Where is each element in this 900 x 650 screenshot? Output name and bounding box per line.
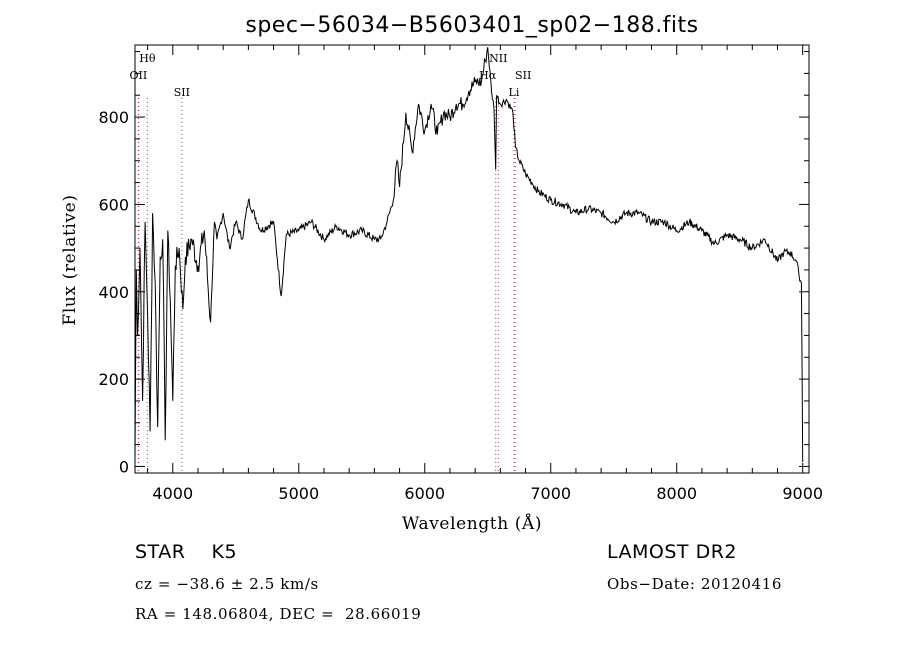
x-tick-label: 9000 [782,484,823,503]
y-tick-label: 600 [98,195,129,214]
line-marker-label: OII [130,69,148,82]
y-tick-label: 800 [98,108,129,127]
y-tick-label: 200 [98,370,129,389]
y-tick-label: 400 [98,283,129,302]
line-marker-label: SII [515,69,531,82]
x-tick-label: 8000 [656,484,697,503]
axis-ticks: 4000 5000 6000 7000 8000 9000 0 200 400 600 800 [98,45,823,503]
redshift-label: cz = −38.6 ± 2.5 km/s [135,575,319,593]
y-axis-label: Flux (relative) [60,194,80,325]
spectrum-series [134,47,804,463]
line-marker-label: Hθ [139,52,156,65]
line-marker-label: SII [174,86,190,99]
y-tick-label: 0 [119,457,129,476]
chart-title: spec−56034−B5603401_sp02−188.fits [245,13,698,38]
x-tick-label: 6000 [404,484,445,503]
plot-frame [134,44,810,474]
line-marker-label: NII [489,52,507,65]
x-tick-label: 4000 [152,484,193,503]
x-tick-label: 5000 [278,484,319,503]
coordinates-label: RA = 148.06804, DEC = 28.66019 [135,605,422,623]
survey-label: LAMOST DR2 [607,541,737,563]
line-marker-label: Li [509,86,520,99]
object-class-label: STAR K5 [135,541,238,563]
x-axis-label: Wavelength (Å) [402,513,542,534]
obs-date-label: Obs−Date: 20120416 [607,575,783,593]
x-tick-label: 7000 [530,484,571,503]
spectrum-line [134,47,804,463]
